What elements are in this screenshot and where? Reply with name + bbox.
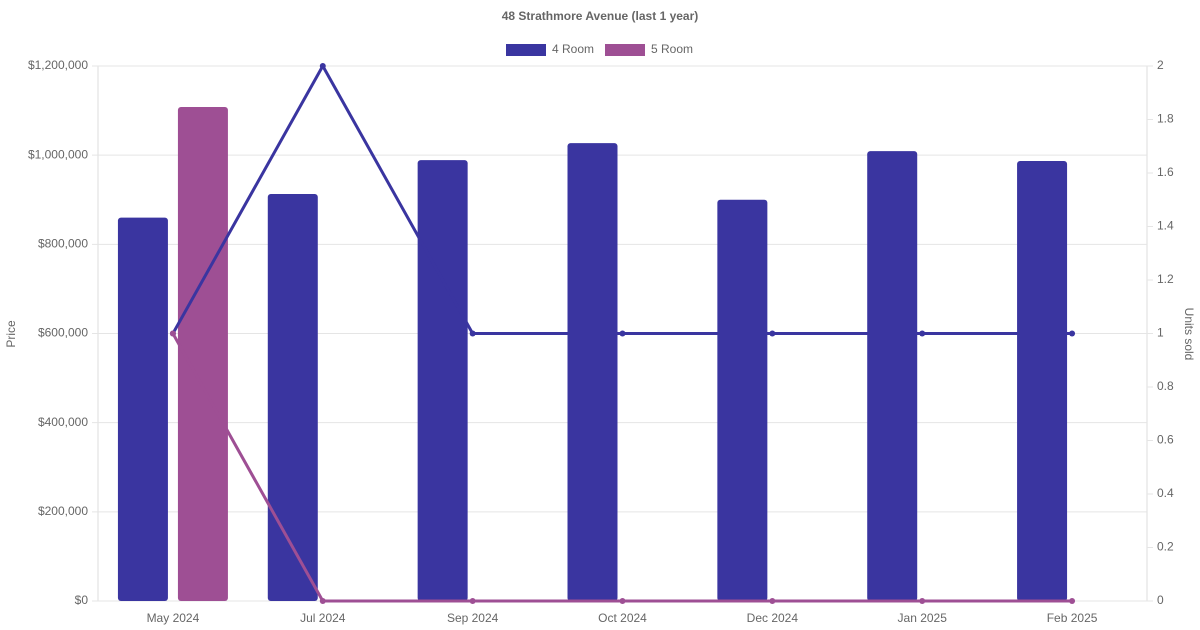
chart-title: 48 Strathmore Avenue (last 1 year) [502, 9, 699, 23]
x-tick-label: Dec 2024 [747, 611, 799, 625]
legend-swatch [506, 44, 546, 56]
y2-tick-label: 1.8 [1157, 112, 1174, 126]
x-tick-label: Feb 2025 [1047, 611, 1098, 625]
point [469, 330, 476, 337]
bar [867, 151, 918, 601]
x-tick-label: Sep 2024 [447, 611, 499, 625]
y2-tick-label: 2 [1157, 58, 1164, 72]
x-tick-label: Oct 2024 [598, 611, 647, 625]
y2-tick-label: 0.8 [1157, 379, 1174, 393]
point [769, 598, 776, 604]
bar [417, 160, 468, 601]
y2-tick-label: 1.6 [1157, 165, 1174, 179]
y-tick-label: $200,000 [38, 504, 88, 518]
y-tick-label: $0 [75, 593, 89, 607]
point [619, 598, 626, 604]
y2-tick-label: 1.2 [1157, 272, 1174, 286]
point [319, 63, 326, 69]
point [169, 330, 176, 337]
y2-axis-title: Units sold [1182, 308, 1196, 361]
bar [1017, 160, 1068, 601]
y-tick-label: $400,000 [38, 415, 88, 429]
x-tick-label: May 2024 [147, 611, 200, 625]
point [919, 330, 926, 337]
point [919, 598, 926, 604]
legend-label: 5 Room [651, 42, 693, 56]
x-tick-label: Jan 2025 [898, 611, 948, 625]
y-tick-label: $800,000 [38, 237, 88, 251]
y2-tick-label: 0 [1157, 593, 1164, 607]
bar [717, 199, 768, 601]
legend-swatch [605, 44, 645, 56]
y-tick-label: $1,000,000 [28, 147, 88, 161]
bar [117, 217, 168, 602]
y-tick-label: $1,200,000 [28, 58, 88, 72]
y2-tick-label: 1 [1157, 326, 1164, 340]
y2-tick-label: 0.6 [1157, 433, 1174, 447]
y-axis-title: Price [4, 320, 18, 348]
bar [567, 143, 618, 602]
point [319, 598, 326, 604]
bar [267, 193, 318, 601]
x-tick-label: Jul 2024 [300, 611, 346, 625]
point [769, 330, 776, 337]
y2-tick-label: 0.2 [1157, 540, 1174, 554]
legend-label: 4 Room [552, 42, 594, 56]
y2-tick-label: 1.4 [1157, 219, 1174, 233]
point [1069, 330, 1076, 337]
bar [177, 107, 228, 602]
y2-tick-label: 0.4 [1157, 486, 1174, 500]
point [1069, 598, 1076, 604]
point [619, 330, 626, 337]
point [469, 598, 476, 604]
y-tick-label: $600,000 [38, 326, 88, 340]
